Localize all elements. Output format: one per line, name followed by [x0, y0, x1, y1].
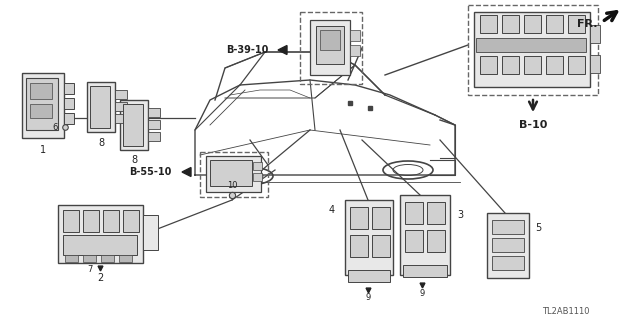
Bar — [143, 215, 158, 250]
Bar — [487, 213, 529, 278]
Text: 3: 3 — [457, 210, 463, 220]
Text: 6: 6 — [52, 123, 58, 132]
Bar — [502, 15, 519, 33]
Bar — [492, 220, 524, 234]
Bar — [30, 83, 52, 99]
Text: 2: 2 — [97, 273, 103, 283]
Bar — [492, 238, 524, 252]
Bar — [64, 83, 74, 94]
Text: TL2AB1110: TL2AB1110 — [543, 308, 590, 316]
Bar — [22, 73, 64, 138]
Bar — [480, 15, 497, 33]
Text: 8: 8 — [131, 155, 137, 165]
Bar — [348, 270, 390, 282]
Bar — [546, 56, 563, 74]
Bar — [405, 202, 423, 224]
Bar — [320, 30, 340, 50]
Bar — [148, 108, 160, 117]
Bar — [310, 20, 350, 75]
Bar — [350, 207, 368, 229]
Bar — [568, 15, 585, 33]
Bar — [64, 113, 74, 124]
Text: B-55-10: B-55-10 — [129, 167, 171, 177]
Bar — [103, 210, 119, 232]
Bar — [87, 82, 115, 132]
Bar — [427, 230, 445, 252]
Bar — [502, 56, 519, 74]
Text: B-10: B-10 — [519, 120, 547, 130]
Bar — [300, 12, 362, 84]
Bar — [372, 207, 390, 229]
Bar — [345, 200, 393, 275]
Bar — [26, 78, 58, 130]
Bar — [30, 104, 52, 118]
Bar — [123, 104, 143, 146]
Bar — [476, 38, 586, 52]
Bar — [58, 205, 143, 263]
Bar — [316, 26, 344, 64]
Bar — [350, 235, 368, 257]
Bar — [83, 255, 96, 262]
Bar — [568, 56, 585, 74]
Bar — [253, 173, 262, 181]
Text: 7: 7 — [88, 266, 93, 275]
Bar — [372, 235, 390, 257]
Bar — [546, 15, 563, 33]
Bar — [492, 256, 524, 270]
Text: 10: 10 — [227, 180, 237, 189]
Bar — [210, 160, 252, 186]
Bar — [115, 102, 127, 111]
Text: 4: 4 — [329, 205, 335, 215]
Bar — [524, 56, 541, 74]
Bar — [119, 255, 132, 262]
Bar — [405, 230, 423, 252]
Bar — [350, 45, 360, 56]
Bar — [115, 90, 127, 99]
Bar — [590, 25, 600, 43]
Text: 9: 9 — [419, 290, 424, 299]
Bar — [63, 210, 79, 232]
Bar — [403, 265, 447, 277]
Bar — [64, 98, 74, 109]
Text: 1: 1 — [40, 145, 46, 155]
Bar — [120, 100, 148, 150]
Bar — [90, 86, 110, 128]
Bar — [148, 132, 160, 141]
Bar — [83, 210, 99, 232]
Bar — [200, 152, 268, 197]
Bar — [400, 195, 450, 275]
Polygon shape — [182, 167, 191, 177]
Bar — [468, 5, 598, 95]
Bar — [524, 15, 541, 33]
Bar — [101, 255, 114, 262]
Text: 8: 8 — [98, 138, 104, 148]
Text: FR.: FR. — [577, 19, 597, 29]
Bar — [65, 255, 78, 262]
Bar — [590, 55, 600, 73]
Text: B-39-10: B-39-10 — [226, 45, 268, 55]
Bar — [350, 30, 360, 41]
Bar — [123, 210, 139, 232]
Bar — [115, 114, 127, 123]
Bar — [253, 162, 262, 170]
Polygon shape — [278, 45, 287, 54]
Bar — [480, 56, 497, 74]
Text: 9: 9 — [365, 293, 371, 302]
Text: 5: 5 — [535, 223, 541, 233]
Bar — [63, 235, 137, 255]
Bar — [427, 202, 445, 224]
Bar — [474, 12, 590, 87]
Bar — [206, 156, 261, 192]
Bar — [148, 120, 160, 129]
